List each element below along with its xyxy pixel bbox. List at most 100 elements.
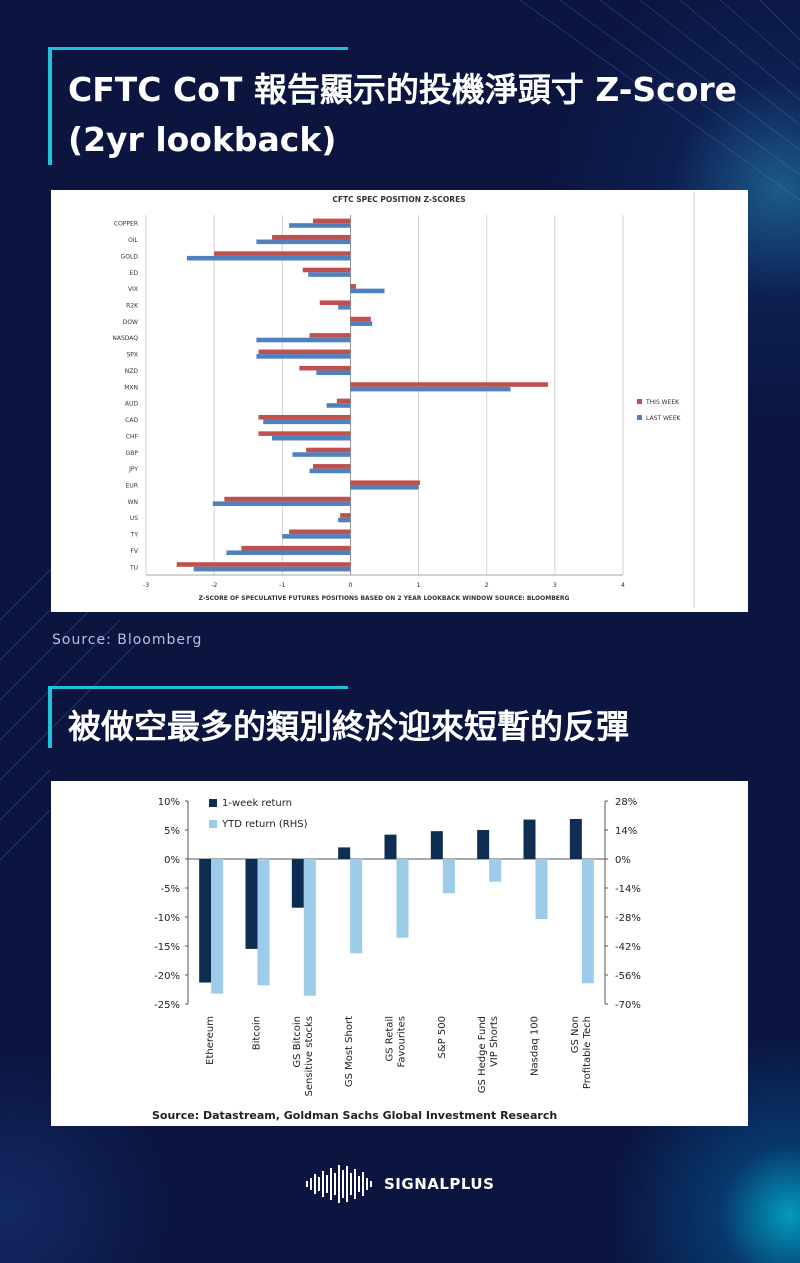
chart1-category-label: VIX [128,286,138,293]
chart1-bar-this-week [302,267,351,273]
chart2-right-tick: 0% [615,855,631,866]
chart1-category-label: TY [130,532,139,539]
chart1-category-label: EUR [126,483,138,490]
chart2-right-tick: -14% [615,884,641,895]
chart1-category-label: CHF [126,433,139,440]
chart1-category-label: NASDAQ [112,335,138,342]
brand-name: SIGNALPLUS [384,1175,495,1193]
chart1-x-tick: 1 [417,581,421,589]
chart1-bar-this-week [272,234,351,240]
zscore-chart: CFTC SPEC POSITION Z-SCORES -3 -2 -1 0 1 2 3 4 CO… [112,192,695,608]
chart2-category-text: Ethereum [205,1016,216,1065]
chart2-category-label: Nasdaq 100 [530,1016,541,1076]
chart2-bar-1week [430,831,443,859]
chart1-bar-this-week [241,545,351,551]
chart1-bar-last-week [350,485,419,490]
heading-accent-line [48,47,348,50]
chart2-category-text: Sensitive stocks [304,1016,315,1097]
chart1-bar-this-week [340,513,351,518]
chart2-category-text: Favourites [397,1016,408,1068]
chart2-bar-1week [338,847,351,859]
chart2-category-text: GS Non [570,1016,581,1053]
chart2-bar-ytd [350,859,363,954]
chart2-left-tick: -20% [154,971,180,982]
chart1-bar-this-week [214,251,351,256]
chart1-legend-swatch [637,415,642,420]
chart1-x-tick: 0 [348,581,352,589]
chart1-legend-label: THIS WEEK [645,399,680,406]
chart2-right-tick: -28% [615,913,641,924]
chart1-bar-last-week [338,305,351,310]
chart2-category-text: GS Hedge Fund [477,1016,488,1093]
chart2-bar-ytd [303,859,316,996]
chart1-bar-this-week [306,447,351,453]
chart2-left-tick: -10% [154,913,180,924]
chart2-category-text: S&P 500 [437,1016,448,1058]
chart1-bar-this-week [319,300,351,305]
chart1-bar-last-week [226,550,351,556]
chart1-bar-last-week [308,272,351,277]
chart1-x-tick: 4 [621,581,625,589]
chart1-bar-this-week [336,398,351,404]
chart1-category-label: US [130,515,138,522]
chart1-bar-this-week [258,431,351,436]
chart1-bar-last-week [338,517,351,523]
chart1-bar-this-week [312,464,351,469]
chart2-source: Source: Datastream, Goldman Sachs Global… [152,1109,557,1122]
chart1-bar-last-week [256,239,351,245]
chart2-category-label: GS Most Short [344,1016,355,1087]
chart1-bar-last-week [316,370,351,376]
chart2-right-tick: -42% [615,942,641,953]
chart2-left-tick: -15% [154,942,180,953]
chart2-left-tick: -25% [154,1000,180,1011]
chart1-bar-last-week [289,223,351,228]
zscore-chart-panel: CFTC SPEC POSITION Z-SCORES -3 -2 -1 0 1 2 3 4 CO… [51,190,748,612]
chart2-category-text: GS Retail [385,1016,396,1062]
chart2-bar-ytd [535,859,548,920]
chart1-category-label: COPPER [114,221,138,228]
chart2-bar-ytd [211,859,224,994]
chart2-bar-1week [384,834,397,859]
chart1-bar-last-week [186,255,351,261]
brand-logo: SIGNALPLUS [306,1162,494,1206]
chart2-bar-ytd [581,859,594,984]
chart1-bar-last-week [282,534,351,539]
chart1-category-label: CAD [125,417,138,424]
chart1-category-label: MXN [124,384,138,391]
chart2-legend-swatch [209,820,217,828]
chart2-bar-ytd [442,859,455,894]
chart1-bar-last-week [212,501,351,506]
chart2-category-label: GS Non Profitable Tech [570,1016,593,1089]
chart1-bar-this-week [299,365,351,371]
chart2-bar-ytd [257,859,270,986]
chart1-x-tick: 3 [553,581,557,589]
chart2-bar-1week [523,819,536,859]
chart2-right-tick: -70% [615,1000,641,1011]
chart1-bar-this-week [258,349,351,355]
heading-accent-bar [48,686,52,748]
chart1-bar-this-week [224,496,351,502]
chart1-x-tick: 2 [485,581,489,589]
chart2-right-tick: -56% [615,971,641,982]
chart2-category-text: Nasdaq 100 [530,1016,541,1076]
chart2-category-label: GS Hedge Fund VIP Shorts [477,1016,500,1093]
section1-title-line2: (2yr lookback) [68,120,337,159]
chart1-x-tick: -1 [279,581,285,589]
chart1-title: CFTC SPEC POSITION Z-SCORES [332,195,465,204]
chart2-right-tick: 14% [615,826,637,837]
chart2-category-label: GS Retail Favourites [385,1016,408,1068]
chart2-bar-1week [569,818,582,859]
chart1-bar-last-week [350,321,373,326]
chart1-bar-last-week [350,288,385,294]
chart2-category-text: GS Most Short [344,1016,355,1087]
chart2-right-tick: 28% [615,797,637,808]
chart2-bar-ytd [396,859,409,938]
chart2-bar-ytd [489,859,502,882]
chart2-left-tick: 5% [164,826,180,837]
chart1-category-label: TU [129,564,138,571]
chart2-category-label: Bitcoin [252,1016,263,1050]
chart1-category-label: JPY [128,466,138,473]
chart1-category-label: FV [130,548,138,555]
chart1-bar-last-week [292,452,351,457]
